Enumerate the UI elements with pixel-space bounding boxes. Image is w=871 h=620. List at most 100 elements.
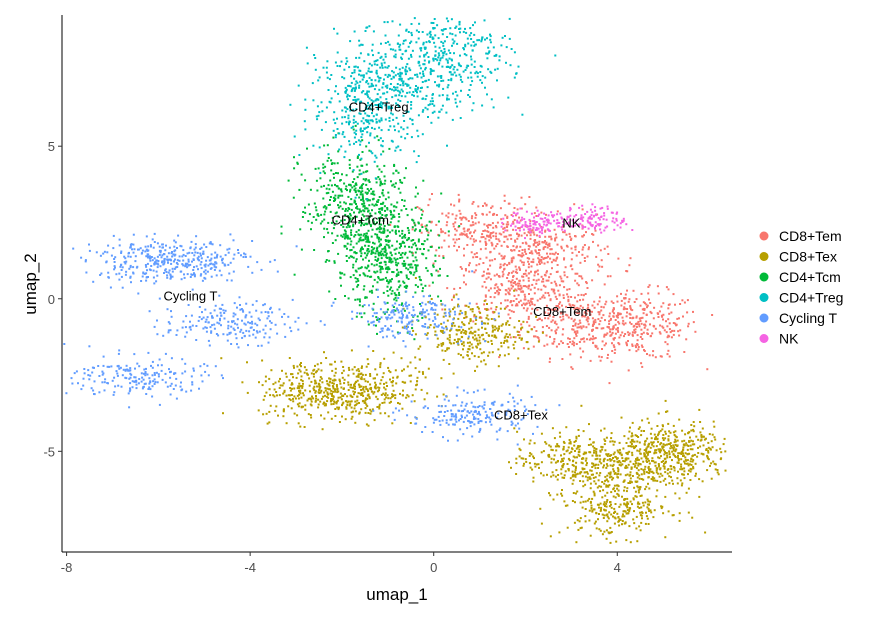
point [399,91,402,94]
point [591,509,594,512]
point [560,460,563,463]
point [485,317,488,320]
point [625,457,628,460]
point [712,420,715,423]
point [562,249,565,252]
point [665,483,667,486]
point [575,435,578,438]
point [551,252,554,255]
point [571,251,574,254]
point [359,373,362,376]
point [674,438,677,441]
point [576,490,579,493]
point [497,293,500,296]
point [386,86,389,89]
point [384,53,387,56]
point [362,394,365,397]
point [609,440,612,443]
point [394,229,397,232]
point [491,342,493,345]
point [587,248,590,251]
point [348,95,351,97]
point [327,231,330,234]
point [556,309,559,312]
point [353,393,355,396]
point [448,336,451,339]
point [452,296,455,299]
point [446,94,449,97]
point [414,195,417,198]
point [655,451,658,454]
point [486,234,488,237]
point [486,93,488,96]
point [409,380,412,383]
point [516,430,519,433]
point [374,258,377,261]
point [452,92,454,95]
point [261,384,264,387]
point [356,176,359,179]
point [347,297,350,300]
point [672,444,675,447]
point [586,255,589,258]
point [561,238,564,241]
point [585,457,588,460]
point [522,261,525,264]
point [401,302,404,305]
point [614,348,617,351]
point [606,275,609,278]
point [496,243,499,245]
point [420,208,423,211]
point [404,70,407,73]
point [413,338,416,341]
point [321,110,324,113]
point [458,209,461,212]
point [312,144,315,147]
point [351,396,354,398]
point [341,402,344,405]
point [495,245,498,248]
point [360,136,363,139]
point [478,39,481,42]
point [381,64,384,67]
point [333,223,336,226]
point [394,94,397,97]
point [324,260,327,263]
point [637,458,640,461]
point [401,236,404,239]
point [558,306,561,309]
point [372,222,375,225]
point [402,39,405,42]
point [602,460,605,463]
point [602,327,605,330]
point [688,431,691,434]
point [574,245,577,248]
point [608,312,611,315]
point [347,114,350,117]
point [541,331,544,334]
point [346,95,349,98]
point [417,155,420,157]
point [362,122,365,125]
point [471,202,474,205]
point [272,394,275,397]
point [324,394,326,397]
point [549,252,552,255]
point [637,348,640,351]
point [684,462,686,465]
point [363,202,366,205]
point [613,346,616,348]
point [410,107,413,110]
point [509,301,512,304]
point [361,373,364,376]
point [367,424,370,427]
point [652,445,655,448]
point [404,68,407,71]
point [465,315,468,318]
point [699,421,702,423]
point [385,240,388,243]
point [633,324,636,327]
point [470,44,473,47]
point [666,343,669,346]
point [658,475,661,478]
